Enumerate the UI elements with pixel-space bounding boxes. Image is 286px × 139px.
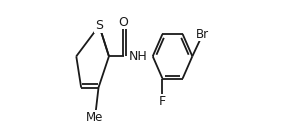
Text: Br: Br xyxy=(196,28,209,41)
Text: Me: Me xyxy=(86,111,104,124)
Text: NH: NH xyxy=(129,50,148,63)
Text: S: S xyxy=(95,19,103,32)
Text: F: F xyxy=(159,95,166,108)
Text: O: O xyxy=(118,16,128,29)
